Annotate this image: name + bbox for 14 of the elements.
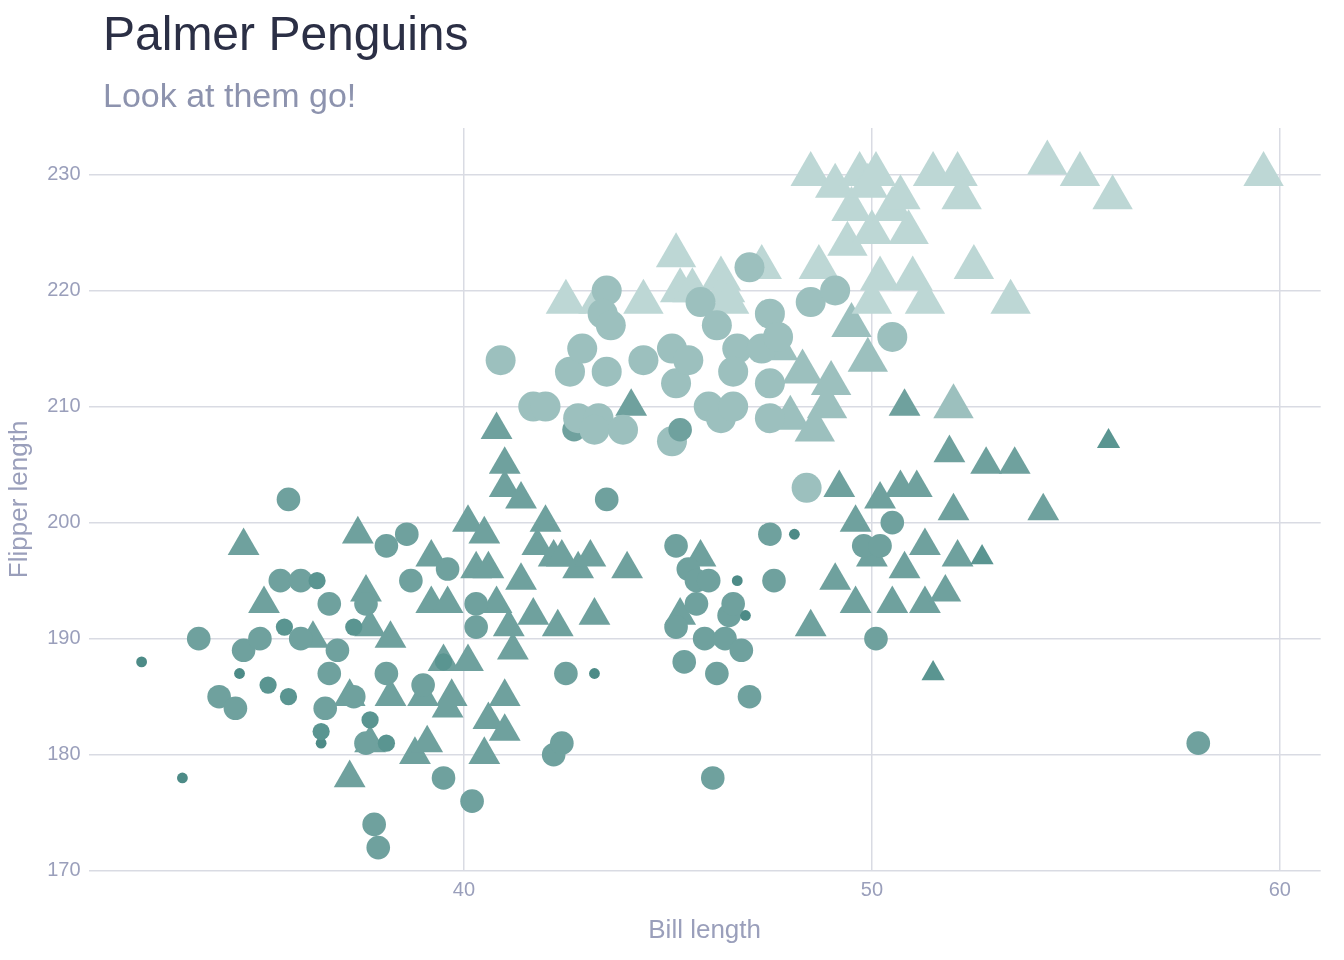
y-tick-label: 170	[47, 858, 81, 881]
x-axis-title: Bill length	[648, 913, 761, 944]
x-tick-label: 60	[1268, 878, 1291, 901]
y-tick-label: 220	[47, 278, 81, 300]
y-tick-label: 210	[47, 394, 81, 417]
chart-subtitle: Look at them go!	[103, 76, 357, 115]
chart-title: Palmer Penguins	[103, 6, 469, 61]
y-tick-label: 230	[47, 161, 81, 184]
y-tick-label: 190	[47, 626, 81, 649]
y-axis-title: Flipper length	[2, 420, 33, 579]
x-tick-label: 40	[452, 878, 476, 901]
y-tick-label: 200	[47, 510, 81, 533]
x-tick-label: 50	[860, 878, 884, 901]
y-tick-label: 180	[47, 742, 81, 765]
